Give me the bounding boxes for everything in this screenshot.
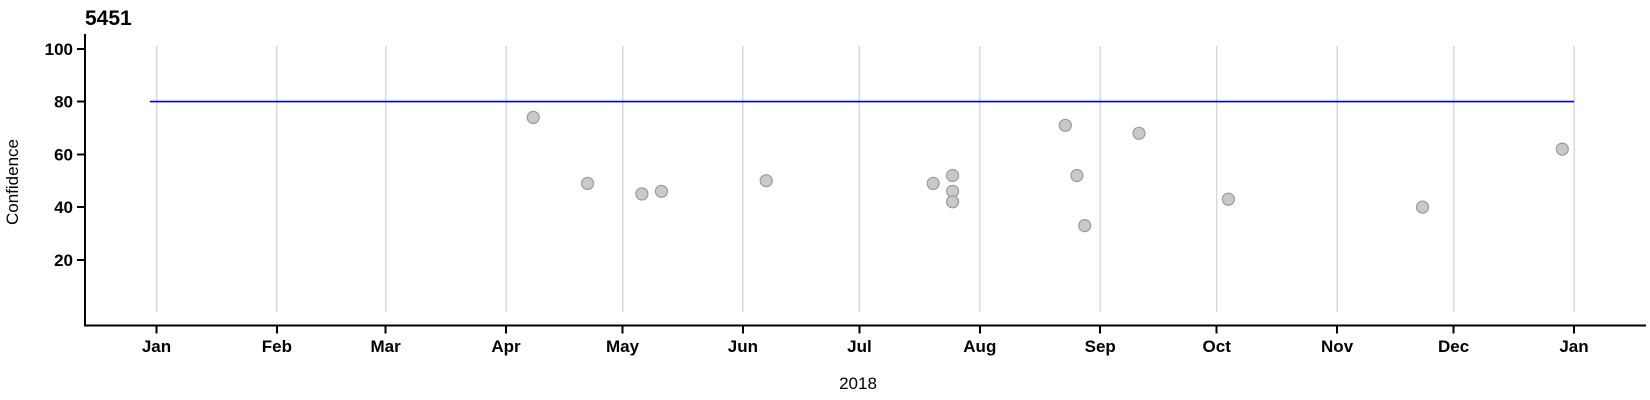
- data-points: [526, 110, 1569, 233]
- data-point: [759, 174, 773, 188]
- data-point: [1221, 192, 1236, 206]
- y-axis-title: Confidence: [3, 139, 22, 225]
- y-tick-label: 100: [45, 40, 73, 59]
- data-point: [926, 176, 940, 190]
- data-point: [1415, 200, 1430, 214]
- x-tick-label: Sep: [1085, 337, 1116, 356]
- data-point: [654, 184, 669, 198]
- y-tick-label: 40: [54, 198, 73, 217]
- y-tick-label: 60: [54, 145, 73, 164]
- data-point: [1555, 142, 1569, 156]
- x-tick-label: Oct: [1203, 337, 1232, 356]
- x-tick-label: Jun: [728, 337, 758, 356]
- data-point: [945, 168, 960, 183]
- data-point: [580, 176, 595, 190]
- data-point: [635, 187, 649, 201]
- x-tick-label: Aug: [963, 337, 996, 356]
- x-tick-label: Nov: [1321, 337, 1354, 356]
- x-tick-label: Apr: [491, 337, 521, 356]
- x-tick-label: Mar: [371, 337, 402, 356]
- data-point: [1132, 126, 1146, 140]
- data-point: [1078, 219, 1092, 233]
- chart-title: 5451: [85, 7, 132, 30]
- x-tick-label: Jul: [847, 337, 872, 356]
- y-tick-label: 80: [54, 93, 73, 112]
- x-tick-label: Feb: [262, 337, 292, 356]
- x-axis-title: 2018: [839, 374, 877, 393]
- data-point: [526, 110, 540, 125]
- data-point: [945, 195, 960, 209]
- x-tick-label: Jan: [142, 337, 171, 356]
- data-point: [1070, 168, 1084, 183]
- y-axis-ticks: 20 40 60 80 100: [45, 40, 85, 270]
- month-gridlines: [155, 46, 1575, 312]
- x-tick-label: May: [606, 337, 640, 356]
- data-point: [1058, 118, 1072, 132]
- y-tick-label: 20: [54, 251, 73, 270]
- x-tick-label: Dec: [1438, 337, 1469, 356]
- x-axis-ticks: Jan Feb Mar Apr May Jun Jul Aug Sep Oct Nov Dec Jan: [142, 325, 1589, 356]
- x-tick-label: Jan: [1559, 337, 1588, 356]
